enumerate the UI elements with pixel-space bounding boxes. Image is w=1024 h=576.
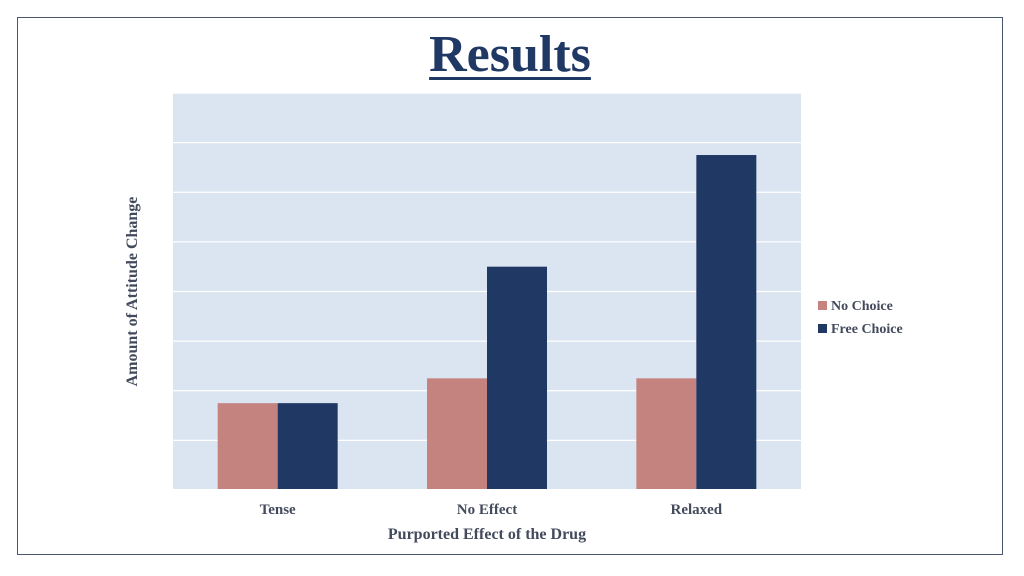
x-tick-label: Tense	[260, 502, 296, 518]
x-tick-labels: Tense No Effect Relaxed	[260, 502, 723, 518]
bar-free-choice-no-effect	[487, 266, 547, 490]
legend-label-free-choice: Free Choice	[831, 322, 903, 337]
y-axis-label: Amount of Attitude Change	[124, 197, 141, 387]
legend-swatch-free-choice	[818, 324, 827, 333]
bar-no-choice-tense	[217, 403, 278, 490]
x-tick-label: No Effect	[457, 502, 517, 518]
legend-label-no-choice: No Choice	[831, 299, 893, 314]
chart-title-text: Results	[429, 26, 591, 83]
bars	[217, 155, 757, 490]
legend: No Choice Free Choice	[818, 299, 903, 337]
bar-free-choice-tense	[277, 403, 338, 490]
bar-free-choice-relaxed	[696, 155, 757, 490]
legend-swatch-no-choice	[818, 301, 827, 310]
chart-title: Results	[17, 29, 1003, 81]
bar-no-choice-no-effect	[427, 378, 487, 490]
bar-no-choice-relaxed	[636, 378, 697, 490]
x-tick-label: Relaxed	[670, 502, 722, 518]
x-axis-label: Purported Effect of the Drug	[388, 526, 586, 543]
